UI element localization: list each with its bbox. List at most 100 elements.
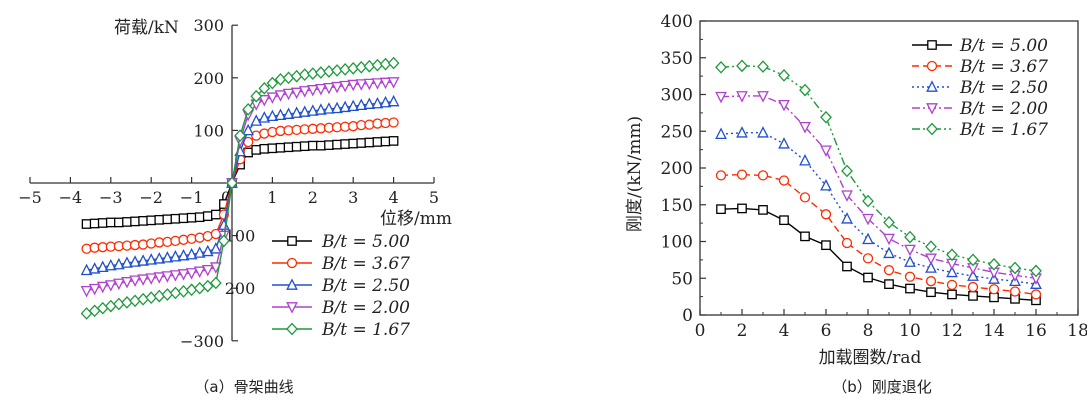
- chart-b-x-tick-label: 12: [941, 321, 963, 341]
- chart-b-data-point: [1030, 264, 1042, 278]
- chart-a-data-point: [96, 281, 109, 294]
- chart-a-data-point: [363, 78, 376, 91]
- chart-a-data-point: [387, 94, 400, 107]
- chart-a-x-tick-label: −3: [99, 188, 123, 207]
- chart-b-y-tick-label: 250: [661, 122, 693, 142]
- chart-a-data-point: [340, 139, 350, 149]
- chart-b-legend-marker: [926, 103, 938, 115]
- chart-a-data-point: [209, 276, 222, 290]
- chart-a-data-point: [242, 123, 255, 136]
- chart-b-data-point: [715, 91, 727, 104]
- chart-b-data-point: [736, 91, 748, 103]
- chart-b-data-point: [862, 253, 874, 264]
- chart-b-y-tick-label: 400: [661, 12, 693, 32]
- chart-a-data-point: [104, 280, 117, 292]
- chart-a-data-point: [372, 137, 383, 147]
- chart-b-data-point: [904, 230, 916, 244]
- chart-b-y-tick-label: 300: [661, 86, 693, 106]
- chart-a-data-point: [177, 248, 190, 261]
- chart-a-data-point: [185, 268, 198, 280]
- chart-b-data-point: [968, 291, 978, 301]
- chart-b-data-point: [736, 59, 748, 73]
- chart-b-y-tick-label: 150: [661, 196, 693, 216]
- chart-a-data-point: [290, 87, 303, 100]
- chart-a-data-point: [251, 145, 262, 155]
- chart-b-y-tick-label: 0: [682, 306, 693, 326]
- chart-a-data-point: [323, 102, 335, 114]
- chart-b-data-point: [946, 265, 958, 278]
- chart-b-data-point: [988, 284, 1000, 295]
- chart-a-legend-marker: [286, 302, 298, 314]
- chart-b-data-point: [1009, 261, 1021, 275]
- chart-b-data-point: [715, 127, 727, 140]
- chart-a-x-tick-label: −5: [18, 188, 42, 207]
- chart-a-data-point: [298, 105, 311, 117]
- chart-a-data-point: [274, 108, 287, 120]
- chart-a-data-point: [112, 297, 125, 311]
- chart-a-data-point: [347, 79, 360, 92]
- chart-a-data-point: [282, 107, 295, 119]
- chart-a-data-point: [193, 246, 206, 258]
- chart-a-data-point: [387, 56, 400, 70]
- chart-b-series-line: [720, 95, 1037, 279]
- chart-a-data-point: [331, 81, 343, 94]
- chart-b-data-point: [736, 169, 748, 180]
- chart-a-data-point: [388, 136, 399, 146]
- chart-a-data-point: [306, 85, 319, 97]
- chart-a-data-point: [323, 82, 335, 95]
- chart-a-data-point: [266, 92, 279, 104]
- chart-b-data-point: [841, 237, 853, 249]
- chart-a-legend-label: B/t = 2.00: [321, 298, 410, 318]
- chart-a-x-tick-label: −1: [180, 188, 204, 207]
- chart-b-data-point: [715, 170, 727, 181]
- chart-a-data-point: [138, 216, 148, 226]
- chart-b-legend-marker: [927, 40, 937, 50]
- chart-a-data-point: [113, 278, 125, 291]
- chart-a-data-point: [169, 286, 182, 300]
- chart-a-legend-marker: [286, 322, 298, 336]
- chart-b-data-point: [800, 231, 810, 242]
- chart-a-series-2: [80, 94, 400, 276]
- chart-b-data-point: [905, 283, 915, 294]
- chart-a-data-point: [193, 281, 206, 295]
- chart-a-data-point: [332, 139, 342, 150]
- chart-a-data-point: [363, 97, 376, 109]
- chart-a-data-point: [81, 219, 92, 229]
- chart-a-y-tick-label: 200: [193, 69, 224, 88]
- chart-a-data-point: [275, 142, 286, 153]
- chart-b-data-point: [841, 190, 853, 202]
- chart-a-data-point: [266, 109, 279, 122]
- chart-a-data-point: [161, 271, 174, 283]
- chart-b-legend-label: B/t = 5.00: [959, 36, 1048, 56]
- chart-b-data-point: [758, 205, 768, 215]
- chart-a-data-point: [178, 213, 189, 224]
- chart-b-caption: （b）刚度退化: [832, 378, 932, 396]
- chart-a-data-point: [169, 270, 182, 282]
- chart-a-data-point: [130, 216, 140, 227]
- chart-a-data-point: [259, 143, 270, 154]
- chart-a-data-point: [258, 81, 271, 95]
- chart-a-data-point: [315, 83, 327, 96]
- chart-b-legend-label: B/t = 1.67: [959, 120, 1048, 140]
- chart-a-data-point: [145, 273, 158, 285]
- chart-a-data-point: [121, 296, 133, 309]
- chart-a-x-tick-label: 5: [429, 188, 439, 207]
- chart-b-data-point: [757, 126, 769, 138]
- chart-b-legend-label: B/t = 3.67: [959, 57, 1048, 77]
- chart-b-data-point: [779, 215, 789, 226]
- chart-a-data-point: [137, 254, 149, 266]
- chart-a-data-point: [379, 77, 392, 90]
- chart-b-data-point: [862, 213, 874, 226]
- chart-a-x-tick-label: −2: [139, 188, 163, 207]
- stiffness-degradation-chart: 0 2 4 6 8 10 12 14 16 18050100150200250300350400 …: [625, 12, 1087, 396]
- chart-a-data-point: [339, 100, 351, 113]
- chart-a-data-point: [226, 176, 238, 190]
- chart-b-data-point: [799, 154, 811, 166]
- chart-b-data-point: [737, 203, 747, 214]
- chart-a-x-tick-label: 3: [348, 188, 358, 207]
- chart-a-data-point: [250, 114, 263, 126]
- chart-a-data-point: [258, 111, 271, 123]
- chart-b-data-point: [946, 279, 958, 291]
- chart-a-data-point: [218, 234, 230, 248]
